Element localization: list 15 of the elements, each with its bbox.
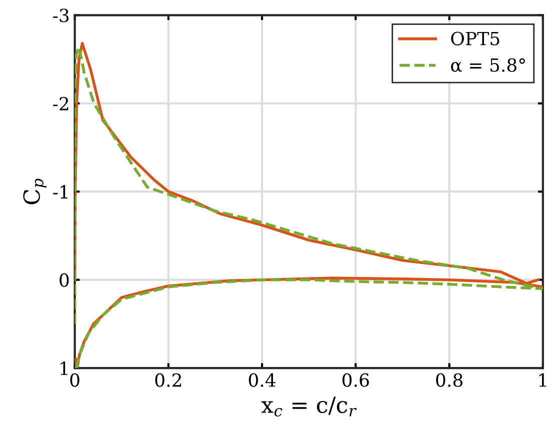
y-axis-title: C$_{p}$ xyxy=(23,178,46,204)
x-tick-label: 0 xyxy=(70,373,80,387)
legend-label: OPT5 xyxy=(451,32,500,46)
y-tick-label: 0 xyxy=(60,273,69,287)
x-tick-label: 1 xyxy=(539,373,546,387)
y-tick-label: 1 xyxy=(60,362,68,375)
y-tick-label: -2 xyxy=(53,96,68,110)
x-tick-label: 0.2 xyxy=(155,373,181,387)
y-tick-label: -1 xyxy=(53,185,68,198)
x-tick-label: 0.4 xyxy=(248,373,276,387)
x-tick-label: 0.8 xyxy=(436,373,462,387)
x-tick-label: 0.6 xyxy=(342,373,369,387)
legend-label: α = 5.8° xyxy=(451,58,525,72)
y-tick-label: -3 xyxy=(53,8,69,22)
x-axis-title: x$_{c}$ = c/c$_{r}$ xyxy=(261,396,357,416)
